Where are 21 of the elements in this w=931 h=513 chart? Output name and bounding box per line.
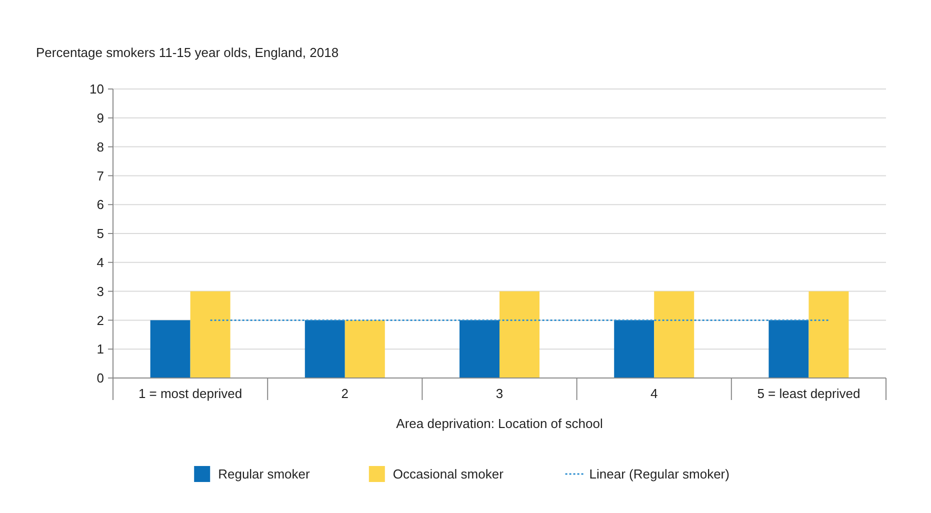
x-tick-label: 3 [496,386,504,401]
x-tick-label: 4 [650,386,658,401]
x-axis-title: Area deprivation: Location of school [396,416,603,431]
y-tick-label: 6 [96,197,104,212]
legend-label: Linear (Regular smoker) [589,466,730,482]
y-tick-label: 0 [96,370,104,386]
x-tick-label: 1 = most deprived [138,386,242,401]
legend-label: Regular smoker [218,466,311,482]
x-tick-label: 5 = least deprived [757,386,860,401]
y-tick-label: 5 [96,226,104,242]
y-tick-label: 3 [96,284,104,299]
y-tick-label: 10 [90,82,104,97]
y-tick-label: 9 [96,110,104,126]
x-tick-label: 2 [341,386,349,401]
chart-title: Percentage smokers 11-15 year olds, England, 2018 [36,45,339,60]
y-tick-label: 2 [96,312,104,328]
legend-label: Occasional smoker [392,466,504,482]
y-tick-label: 4 [96,254,104,270]
y-tick-label: 7 [96,168,104,184]
y-tick-label: 1 [96,342,104,357]
y-tick-label: 8 [96,139,104,154]
